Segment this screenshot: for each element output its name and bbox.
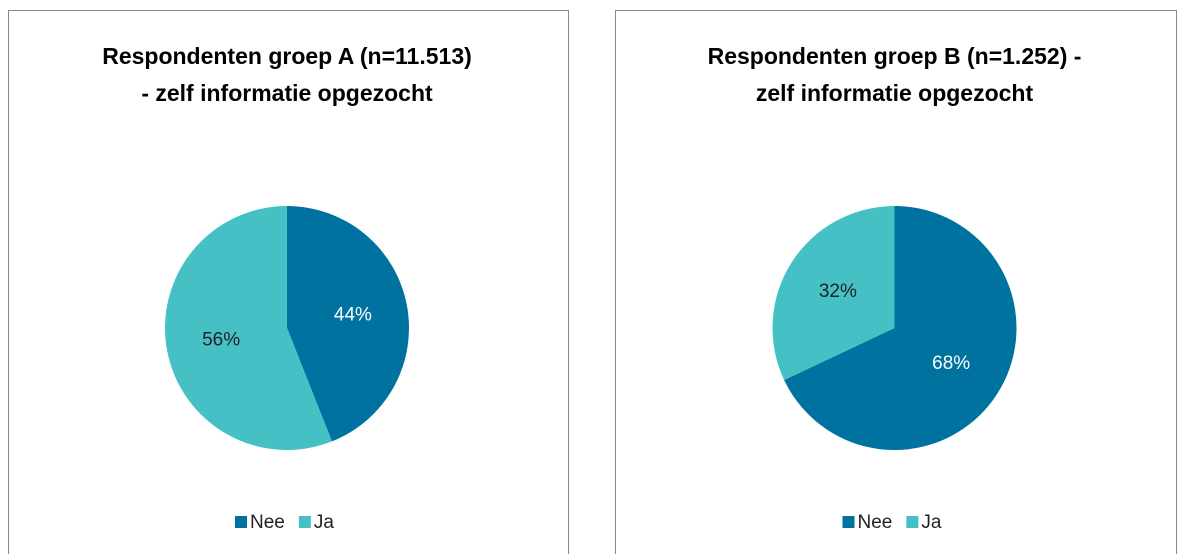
- legend-label: Ja: [921, 512, 942, 533]
- data-label: 44%: [334, 304, 372, 325]
- data-label: 32%: [819, 281, 857, 302]
- pie-slice: [772, 206, 895, 380]
- chart-title: Respondenten groep A (n=11.513) - zelf i…: [102, 43, 472, 106]
- legend-label: Nee: [858, 512, 893, 533]
- pie-slice: [784, 206, 1017, 450]
- pie-slice: [287, 206, 409, 442]
- legend-swatch: [842, 516, 855, 528]
- legend-label: Ja: [314, 512, 335, 533]
- data-label: 56%: [202, 330, 240, 351]
- legend-swatch: [235, 516, 247, 528]
- legend-swatch: [906, 516, 919, 528]
- data-label: 68%: [932, 353, 970, 374]
- pie-slice: [165, 206, 332, 450]
- chart-title: Respondenten groep B (n=1.252) - zelf in…: [707, 43, 1082, 106]
- legend-swatch: [298, 516, 311, 528]
- legend-label: Nee: [250, 512, 285, 533]
